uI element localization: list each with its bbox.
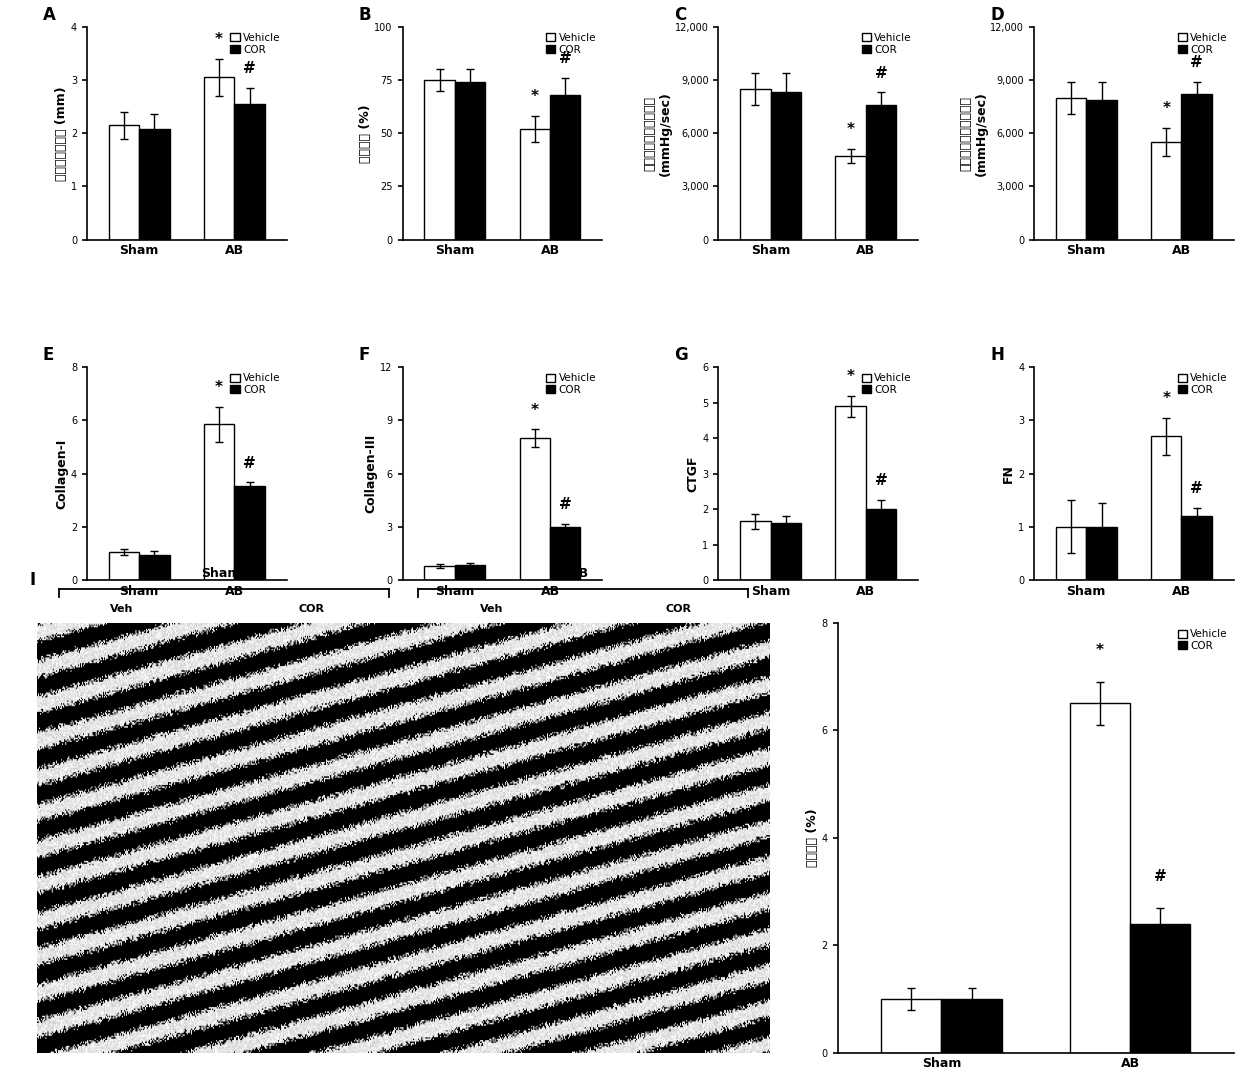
Bar <box>109 126 139 240</box>
Text: *: * <box>215 32 223 47</box>
Bar <box>234 104 265 240</box>
Y-axis label: 左室压力最大下降速率
(mmHg/sec): 左室压力最大下降速率 (mmHg/sec) <box>960 91 987 176</box>
Text: *: * <box>847 368 854 383</box>
Y-axis label: Collagen-I: Collagen-I <box>55 438 68 509</box>
Y-axis label: 射血分数 (%): 射血分数 (%) <box>358 104 372 162</box>
Bar <box>203 77 234 240</box>
Bar <box>770 523 801 580</box>
Text: A: A <box>43 5 56 24</box>
Legend: Vehicle, COR: Vehicle, COR <box>229 373 281 396</box>
Bar <box>740 522 770 580</box>
Text: Veh: Veh <box>480 604 503 613</box>
Text: F: F <box>358 346 370 364</box>
Text: *: * <box>847 122 854 137</box>
Text: #: # <box>1190 55 1203 70</box>
Bar <box>836 406 866 580</box>
Text: B: B <box>358 5 371 24</box>
Text: G: G <box>675 346 688 364</box>
Bar <box>203 424 234 580</box>
Bar <box>551 526 580 580</box>
Legend: Vehicle, COR: Vehicle, COR <box>1177 373 1229 396</box>
Bar <box>1070 703 1130 1053</box>
Bar <box>1055 98 1086 240</box>
Bar <box>1151 142 1182 240</box>
Bar <box>1151 436 1182 580</box>
Bar <box>1182 517 1211 580</box>
Legend: Vehicle, COR: Vehicle, COR <box>229 32 281 56</box>
Bar <box>455 83 485 240</box>
Bar <box>1182 95 1211 240</box>
Bar <box>836 156 866 240</box>
Legend: Vehicle, COR: Vehicle, COR <box>546 32 598 56</box>
Text: Sham: Sham <box>201 567 241 580</box>
Bar <box>882 999 941 1053</box>
Text: Veh: Veh <box>110 604 133 613</box>
Bar <box>424 566 455 580</box>
Text: *: * <box>1162 101 1171 116</box>
Legend: Vehicle, COR: Vehicle, COR <box>861 373 913 396</box>
Bar <box>1086 100 1117 240</box>
Bar <box>740 89 770 240</box>
Text: D: D <box>990 5 1003 24</box>
Text: E: E <box>43 346 55 364</box>
Bar <box>234 485 265 580</box>
Bar <box>866 509 897 580</box>
Text: COR: COR <box>299 604 325 613</box>
Bar <box>1086 526 1117 580</box>
Text: AB: AB <box>570 567 589 580</box>
Y-axis label: CTGF: CTGF <box>687 455 699 492</box>
Text: #: # <box>1154 869 1167 884</box>
Bar <box>551 95 580 240</box>
Bar <box>139 129 170 240</box>
Text: C: C <box>675 5 687 24</box>
Text: *: * <box>531 403 539 418</box>
Bar <box>866 105 897 240</box>
Bar <box>520 129 551 240</box>
Bar <box>770 92 801 240</box>
Text: *: * <box>531 89 539 104</box>
Bar <box>424 81 455 240</box>
Legend: Vehicle, COR: Vehicle, COR <box>1177 32 1229 56</box>
Y-axis label: FN: FN <box>1002 464 1016 483</box>
Bar <box>139 554 170 580</box>
Y-axis label: 左室收缩末内径 (mm): 左室收缩末内径 (mm) <box>55 86 68 180</box>
Text: H: H <box>990 346 1004 364</box>
Legend: Vehicle, COR: Vehicle, COR <box>861 32 913 56</box>
Text: #: # <box>559 52 572 67</box>
Text: *: * <box>215 380 223 395</box>
Text: #: # <box>243 61 255 76</box>
Y-axis label: Collagen-III: Collagen-III <box>365 434 378 513</box>
Text: *: * <box>1162 391 1171 406</box>
Text: #: # <box>874 474 888 489</box>
Bar <box>1130 924 1190 1053</box>
Text: COR: COR <box>666 604 692 613</box>
Legend: Vehicle, COR: Vehicle, COR <box>1177 628 1229 652</box>
Text: *: * <box>1096 643 1104 658</box>
Text: #: # <box>243 455 255 470</box>
Y-axis label: 胶原面积 (%): 胶原面积 (%) <box>806 809 818 867</box>
Bar <box>941 999 1002 1053</box>
Bar <box>1055 526 1086 580</box>
Text: #: # <box>1190 481 1203 496</box>
Bar <box>455 565 485 580</box>
Text: #: # <box>874 66 888 81</box>
Bar <box>520 438 551 580</box>
Legend: Vehicle, COR: Vehicle, COR <box>546 373 598 396</box>
Bar <box>109 552 139 580</box>
Text: I: I <box>30 571 36 590</box>
Y-axis label: 左室压力最大上升速率
(mmHg/sec): 左室压力最大上升速率 (mmHg/sec) <box>644 91 672 176</box>
Text: #: # <box>559 497 572 512</box>
